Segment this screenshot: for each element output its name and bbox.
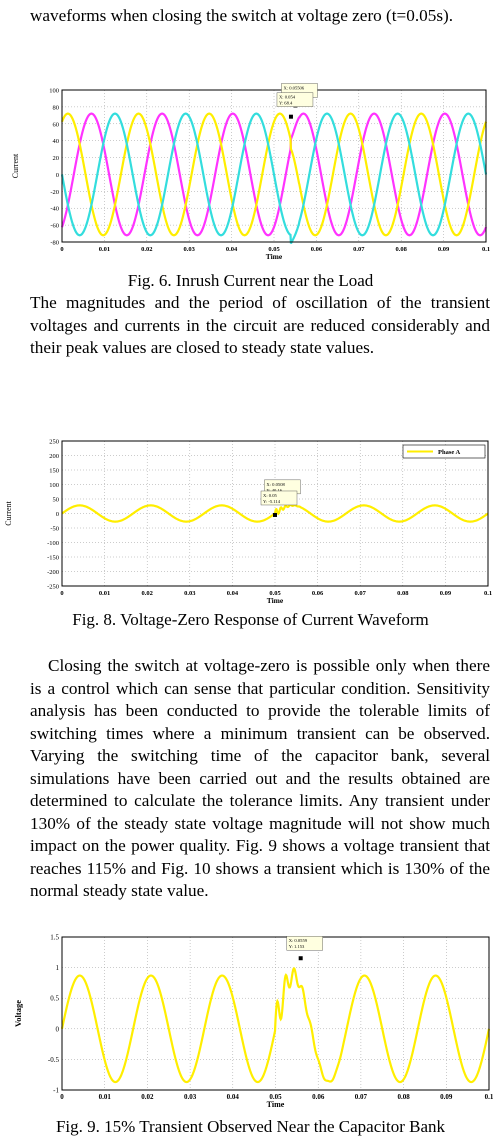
x-tick-label: 0.02 xyxy=(141,1093,154,1101)
x-tick-label: 0.02 xyxy=(141,246,152,253)
x-tick-label: 0.1 xyxy=(482,246,490,253)
y-tick-label: -100 xyxy=(47,540,59,547)
x-tick-label: 0.09 xyxy=(440,590,452,597)
x-tick-label: 0.05 xyxy=(269,590,281,597)
y-axis-label: Current xyxy=(11,153,20,178)
datatip-x: X: 0.05 xyxy=(263,493,277,498)
y-tick-label: -150 xyxy=(47,555,59,562)
figure-8-caption: Fig. 8. Voltage-Zero Response of Current… xyxy=(72,610,429,629)
datatip-y: Y: 68.4 xyxy=(279,101,293,106)
figure-6-caption: Fig. 6. Inrush Current near the Load xyxy=(127,271,374,290)
datatip-x: X: 0.05506 xyxy=(283,85,304,90)
series-line xyxy=(60,112,488,237)
y-tick-label: -200 xyxy=(47,569,59,576)
x-tick-label: 0.03 xyxy=(184,246,196,253)
x-tick-label: 0.08 xyxy=(397,590,409,597)
y-tick-label: 0 xyxy=(56,511,59,518)
figure-9-chart: 0 0.01 0.02 0.03 0.04 0.05 0.06 0.07 0.08 0.09 0.1… xyxy=(13,934,494,1110)
y-tick-label: 20 xyxy=(53,155,60,162)
datatip-box xyxy=(286,936,323,951)
y-tick-label: -250 xyxy=(47,584,59,591)
x-tick-label: 0 xyxy=(60,246,63,253)
x-axis-label: Time xyxy=(267,1100,285,1109)
x-axis-label: Time xyxy=(267,596,284,605)
datatip-y: Y: 40.16 xyxy=(266,488,282,493)
y-tick-label: 250 xyxy=(49,439,59,446)
x-tick-label: 0.07 xyxy=(355,1093,368,1101)
legend-box xyxy=(402,444,486,459)
datatip-marker xyxy=(298,956,303,961)
y-tick-label: -50 xyxy=(50,526,59,533)
datatip-x: X: 0.0508 xyxy=(266,482,285,487)
figure-8-chart: 0 0.01 0.02 0.03 0.04 0.05 0.06 0.07 0.08 0.09 0.1… xyxy=(4,439,492,606)
x-tick-label: 0.1 xyxy=(484,590,492,597)
series-line xyxy=(60,112,488,245)
y-tick-label: -0.5 xyxy=(48,1056,60,1064)
y-tick-label: 100 xyxy=(49,88,59,95)
x-tick-label: 0.01 xyxy=(99,246,110,253)
y-axis-label: Current xyxy=(4,501,13,526)
y-tick-label: -40 xyxy=(50,206,59,213)
series-line xyxy=(60,966,491,1084)
x-tick-label: 0.07 xyxy=(353,246,365,253)
axes-frame xyxy=(61,936,490,1091)
x-tick-label: 0.09 xyxy=(438,246,450,253)
y-tick-label: -1 xyxy=(53,1087,59,1095)
x-tick-label: 0.02 xyxy=(142,590,153,597)
axes-frame xyxy=(61,89,487,243)
y-tick-label: 80 xyxy=(53,104,60,111)
x-tick-label: 0.06 xyxy=(312,1093,325,1101)
x-tick-label: 0.09 xyxy=(440,1093,453,1101)
y-tick-label: 1.5 xyxy=(50,934,59,942)
datatip-marker xyxy=(288,114,293,119)
y-tick-label: 40 xyxy=(53,138,60,145)
datatip-y: Y: -5.114 xyxy=(263,499,281,504)
axes-frame xyxy=(61,440,489,587)
x-tick-label: 0.1 xyxy=(485,1093,494,1101)
x-tick-label: 0 xyxy=(60,590,63,597)
y-tick-label: 150 xyxy=(49,468,59,475)
datatip-x: X: 0.0559 xyxy=(289,938,308,943)
x-tick-label: 0.08 xyxy=(396,246,408,253)
y-tick-label: -60 xyxy=(50,223,59,230)
x-tick-label: 0.04 xyxy=(227,1093,240,1101)
y-tick-label: 100 xyxy=(49,482,59,489)
x-tick-label: 0.04 xyxy=(226,246,238,253)
figure-6-chart: 0 0.01 0.02 0.03 0.04 0.05 0.06 0.07 0.08 0.09 0.1… xyxy=(11,83,490,261)
y-tick-label: 0 xyxy=(56,172,59,179)
x-tick-label: 0.05 xyxy=(268,246,280,253)
y-tick-label: 0 xyxy=(56,1025,60,1033)
y-tick-label: 1 xyxy=(56,964,60,972)
x-tick-label: 0 xyxy=(60,1093,64,1101)
datatip-y: Y: 1.153 xyxy=(289,944,305,949)
x-tick-label: 0.08 xyxy=(397,1093,410,1101)
x-tick-label: 0.06 xyxy=(311,246,323,253)
datatip-box xyxy=(276,92,314,107)
x-tick-label: 0.01 xyxy=(99,590,110,597)
x-tick-label: 0.04 xyxy=(227,590,239,597)
x-tick-label: 0.05 xyxy=(269,1093,282,1101)
paragraph-2: The magnitudes and the period of oscilla… xyxy=(30,293,490,357)
y-tick-label: -80 xyxy=(50,240,59,247)
x-tick-label: 0.06 xyxy=(312,590,324,597)
y-tick-label: 60 xyxy=(53,121,60,128)
paragraph-1: waveforms when closing the switch at vol… xyxy=(30,6,454,25)
y-tick-label: 200 xyxy=(49,453,59,460)
series-line xyxy=(60,112,488,237)
x-axis-label: Time xyxy=(266,252,283,261)
y-axis-label: Voltage xyxy=(13,1000,23,1027)
datatip-box xyxy=(260,490,298,506)
legend-label: Phase A xyxy=(438,449,461,456)
x-tick-label: 0.01 xyxy=(99,1093,112,1101)
datatip-x: X: 0.054 xyxy=(279,95,296,100)
y-tick-label: -20 xyxy=(50,189,59,196)
x-tick-label: 0.07 xyxy=(355,590,367,597)
paragraph-3: Closing the switch at voltage-zero is po… xyxy=(30,656,490,900)
datatip-marker xyxy=(273,512,277,517)
y-tick-label: 50 xyxy=(53,497,60,504)
x-tick-label: 0.03 xyxy=(184,1093,197,1101)
y-tick-label: 0.5 xyxy=(50,995,59,1003)
figure-9-caption: Fig. 9. 15% Transient Observed Near the … xyxy=(55,1117,446,1136)
x-tick-label: 0.03 xyxy=(184,590,196,597)
